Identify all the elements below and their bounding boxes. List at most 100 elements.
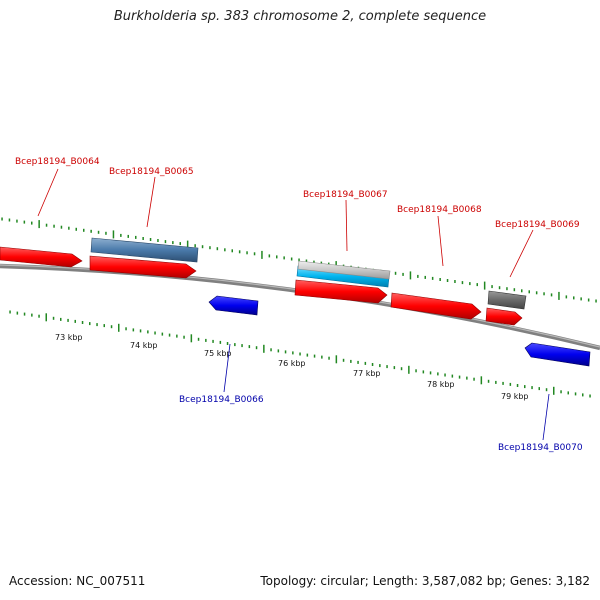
lower-tick-row xyxy=(9,310,591,398)
lower-tick-14 xyxy=(110,325,113,329)
gene-label-b0067[interactable]: Bcep18194_B0067 xyxy=(303,190,388,200)
gene-label-b0064[interactable]: Bcep18194_B0064 xyxy=(15,157,100,167)
lower-tick-72 xyxy=(531,386,533,390)
scale-label-76kbp: 76 kbp xyxy=(278,359,306,368)
upper-tick-76 xyxy=(565,295,568,299)
lower-tick-70 xyxy=(516,384,519,387)
upper-tick-16 xyxy=(120,233,122,237)
upper-tick-23 xyxy=(172,241,174,245)
lower-tick-59 xyxy=(437,372,439,376)
lower-tick-18 xyxy=(139,329,142,333)
upper-tick-7 xyxy=(53,224,55,228)
upper-tick-80 xyxy=(595,299,597,303)
accession-text: Accession: NC_007511 xyxy=(9,574,146,588)
lower-tick-1 xyxy=(16,311,19,315)
lower-tick-4 xyxy=(38,314,40,318)
lower-tick-33 xyxy=(248,345,251,349)
feature-bar-b0065[interactable] xyxy=(90,237,199,263)
scale-label-74kbp: 74 kbp xyxy=(130,341,158,350)
gene-label-b0068[interactable]: Bcep18194_B0068 xyxy=(397,205,482,215)
scale-label-79kbp: 79 kbp xyxy=(501,392,529,401)
lower-tick-0 xyxy=(9,310,11,314)
upper-tick-4 xyxy=(31,221,33,225)
upper-tick-35 xyxy=(261,250,263,259)
gene-label-b0069[interactable]: Bcep18194_B0069 xyxy=(495,220,580,230)
lower-tick-28 xyxy=(212,339,214,343)
feature-bar-b0067-grey[interactable] xyxy=(297,260,391,280)
upper-tick-20 xyxy=(149,238,152,241)
upper-tick-75 xyxy=(558,291,560,300)
lower-tick-6 xyxy=(52,316,55,320)
lower-tick-73 xyxy=(538,387,540,391)
upper-tick-29 xyxy=(216,247,219,251)
lower-tick-7 xyxy=(60,317,62,321)
callout-line-b0067 xyxy=(345,199,348,252)
callout-line-b0068 xyxy=(437,215,444,267)
upper-tick-3 xyxy=(23,220,26,224)
lower-tick-76 xyxy=(560,390,562,394)
lower-tick-27 xyxy=(205,338,207,342)
lower-tick-42 xyxy=(313,354,316,358)
upper-tick-79 xyxy=(587,298,590,302)
lower-tick-23 xyxy=(176,334,178,338)
lower-tick-15 xyxy=(118,323,120,332)
upper-tick-68 xyxy=(506,287,508,291)
scale-label-73kbp: 73 kbp xyxy=(55,333,83,342)
lower-tick-47 xyxy=(350,359,352,363)
upper-tick-57 xyxy=(424,275,426,279)
upper-tick-32 xyxy=(238,250,241,254)
lower-tick-26 xyxy=(197,337,200,341)
gene-label-b0070[interactable]: Bcep18194_B0070 xyxy=(498,443,583,453)
upper-tick-56 xyxy=(417,274,419,278)
lower-tick-5 xyxy=(45,313,47,322)
gene-arrow-b0068[interactable] xyxy=(390,292,482,320)
upper-tick-13 xyxy=(97,230,100,234)
callout-line-b0064 xyxy=(37,168,59,217)
feature-bar-b0069[interactable] xyxy=(487,290,527,310)
lower-tick-44 xyxy=(328,356,330,360)
upper-tick-73 xyxy=(543,292,545,296)
upper-tick-61 xyxy=(454,280,456,283)
upper-tick-42 xyxy=(313,260,315,264)
gene-arrow-b0070[interactable] xyxy=(524,342,591,367)
gene-arrow-b0067[interactable] xyxy=(294,279,388,304)
lower-tick-71 xyxy=(524,385,526,389)
upper-tick-78 xyxy=(580,297,582,301)
upper-tick-60 xyxy=(446,279,449,282)
gene-label-b0066[interactable]: Bcep18194_B0066 xyxy=(179,395,264,405)
lower-tick-43 xyxy=(321,355,323,359)
lower-tick-25 xyxy=(190,334,193,343)
lower-tick-55 xyxy=(408,365,410,374)
upper-tick-19 xyxy=(142,237,144,240)
upper-tick-2 xyxy=(16,219,18,223)
lower-tick-48 xyxy=(357,360,359,364)
upper-tick-17 xyxy=(127,234,129,238)
upper-tick-55 xyxy=(409,271,412,280)
upper-tick-26 xyxy=(194,244,196,248)
gene-arrow-b0066[interactable] xyxy=(208,295,259,316)
upper-tick-27 xyxy=(201,245,204,249)
lower-tick-40 xyxy=(299,352,301,356)
upper-tick-37 xyxy=(276,255,278,259)
gene-arrow-b0065[interactable] xyxy=(89,255,197,279)
gene-arrow-b0064[interactable] xyxy=(0,246,83,268)
lower-tick-45 xyxy=(335,355,338,364)
upper-tick-22 xyxy=(164,240,167,244)
upper-tick-69 xyxy=(513,288,516,292)
upper-tick-12 xyxy=(90,229,92,233)
gene-label-b0065[interactable]: Bcep18194_B0065 xyxy=(109,167,194,177)
upper-tick-15 xyxy=(112,230,115,239)
lower-tick-29 xyxy=(219,340,222,344)
lower-tick-19 xyxy=(147,330,149,334)
upper-tick-28 xyxy=(209,246,211,250)
lower-tick-50 xyxy=(371,363,374,366)
upper-tick-14 xyxy=(105,231,107,235)
lower-tick-64 xyxy=(473,377,475,381)
lower-tick-41 xyxy=(306,353,309,357)
upper-tick-43 xyxy=(320,261,323,265)
gene-arrow-b0069[interactable] xyxy=(485,307,523,326)
lower-tick-49 xyxy=(364,361,367,365)
upper-tick-11 xyxy=(83,228,85,232)
lower-tick-80 xyxy=(589,394,591,398)
